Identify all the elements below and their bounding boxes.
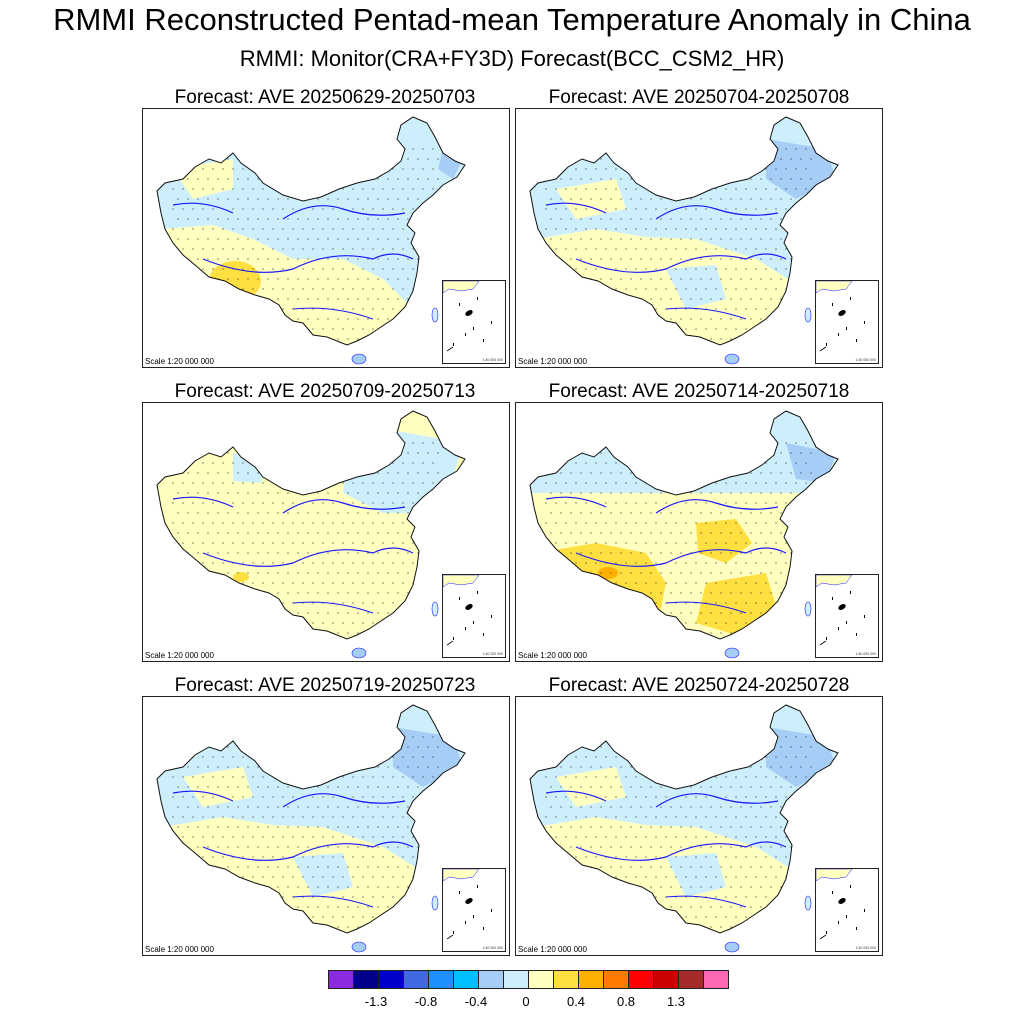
china-anomaly-map — [529, 704, 839, 953]
china-anomaly-map — [156, 410, 466, 659]
colorbar-tick-label: 0.8 — [616, 994, 636, 1009]
colorbar-tick-label: -0.8 — [414, 994, 438, 1009]
south-china-sea-inset: 1:40 000 000 — [442, 280, 506, 364]
south-china-sea-inset: 1:40 000 000 — [815, 868, 879, 952]
south-china-sea-inset: 1:40 000 000 — [815, 280, 879, 364]
inset-scale-label: 1:40 000 000 — [855, 652, 876, 656]
inset-scale-label: 1:40 000 000 — [482, 358, 503, 362]
china-anomaly-map — [156, 704, 466, 953]
inset-scale-label: 1:40 000 000 — [855, 946, 876, 950]
colorbar-tick-label: -0.4 — [464, 994, 488, 1009]
colorbar-swatch — [628, 970, 654, 989]
china-anomaly-map — [529, 410, 839, 659]
map-panel: Scale 1:20 000 000 1:40 000 000 — [515, 108, 883, 368]
map-panel: Scale 1:20 000 000 1:40 000 000 — [515, 696, 883, 956]
colorbar-swatch — [703, 970, 729, 989]
south-china-sea-inset: 1:40 000 000 — [442, 868, 506, 952]
colorbar-swatch — [428, 970, 454, 989]
map-panel: Scale 1:20 000 000 1:40 000 000 — [142, 696, 510, 956]
panel-title: Forecast: AVE 20250629-20250703 — [174, 87, 476, 108]
south-china-sea-inset: 1:40 000 000 — [815, 574, 879, 658]
scale-label: Scale 1:20 000 000 — [518, 945, 587, 954]
inset-scale-label: 1:40 000 000 — [855, 358, 876, 362]
colorbar-swatch — [378, 970, 404, 989]
scale-label: Scale 1:20 000 000 — [145, 651, 214, 660]
colorbar-swatch — [453, 970, 479, 989]
panel-title: Forecast: AVE 20250724-20250728 — [548, 675, 850, 696]
china-anomaly-map — [156, 116, 466, 365]
scale-label: Scale 1:20 000 000 — [518, 357, 587, 366]
colorbar-swatch — [503, 970, 529, 989]
map-panel: Scale 1:20 000 000 1:40 000 000 — [515, 402, 883, 662]
scale-label: Scale 1:20 000 000 — [145, 945, 214, 954]
map-panel: Scale 1:20 000 000 1:40 000 000 — [142, 108, 510, 368]
scale-label: Scale 1:20 000 000 — [518, 651, 587, 660]
colorbar — [328, 970, 729, 990]
colorbar-tick-label: 0 — [522, 994, 530, 1009]
colorbar-swatch — [403, 970, 429, 989]
colorbar-tick-label: 0.4 — [566, 994, 586, 1009]
colorbar-swatch — [528, 970, 554, 989]
panel-title: Forecast: AVE 20250714-20250718 — [548, 381, 850, 402]
figure-subtitle: RMMI: Monitor(CRA+FY3D) Forecast(BCC_CSM… — [239, 46, 785, 71]
panel-title: Forecast: AVE 20250709-20250713 — [174, 381, 476, 402]
colorbar-swatch — [478, 970, 504, 989]
colorbar-swatch — [603, 970, 629, 989]
panel-title: Forecast: AVE 20250704-20250708 — [548, 87, 850, 108]
map-panel: Scale 1:20 000 000 1:40 000 000 — [142, 402, 510, 662]
figure-title: RMMI Reconstructed Pentad-mean Temperatu… — [53, 2, 971, 37]
colorbar-swatch — [678, 970, 704, 989]
colorbar-tick-label: 1.3 — [666, 994, 686, 1009]
south-china-sea-inset: 1:40 000 000 — [442, 574, 506, 658]
colorbar-tick-label: -1.3 — [364, 994, 388, 1009]
inset-scale-label: 1:40 000 000 — [482, 652, 503, 656]
china-anomaly-map — [529, 116, 839, 365]
colorbar-swatch — [578, 970, 604, 989]
inset-scale-label: 1:40 000 000 — [482, 946, 503, 950]
panel-title: Forecast: AVE 20250719-20250723 — [174, 675, 476, 696]
colorbar-swatch — [653, 970, 679, 989]
colorbar-swatch — [553, 970, 579, 989]
scale-label: Scale 1:20 000 000 — [145, 357, 214, 366]
colorbar-swatch — [353, 970, 379, 989]
colorbar-swatch — [328, 970, 354, 989]
